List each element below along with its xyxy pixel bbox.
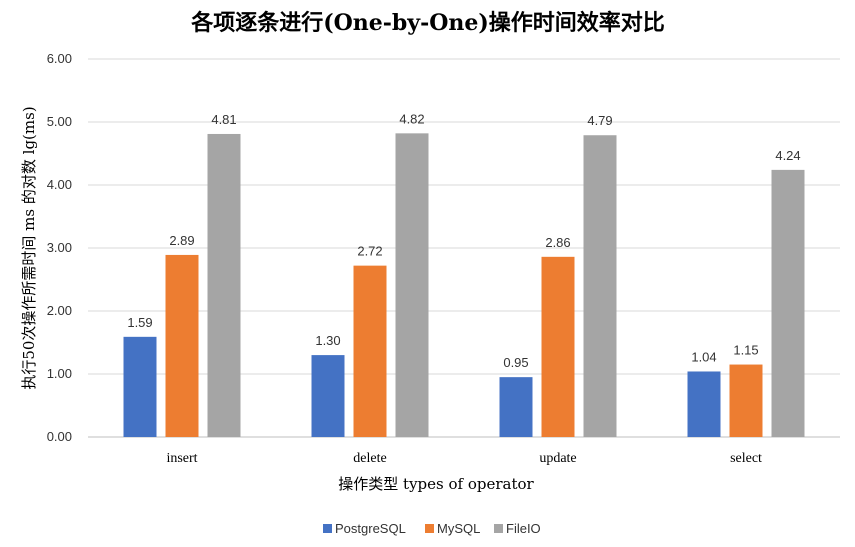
data-label: 4.82 (399, 111, 424, 126)
legend-label: PostgreSQL (335, 521, 406, 536)
data-label: 2.72 (357, 244, 382, 259)
data-label: 2.86 (545, 235, 570, 250)
legend-swatch-fileio (494, 524, 503, 533)
data-label: 1.04 (691, 349, 716, 364)
y-tick-label: 4.00 (47, 177, 72, 192)
bar-postgresql-insert (123, 336, 157, 437)
y-tick-label: 2.00 (47, 303, 72, 318)
legend-swatch-postgresql (323, 524, 332, 533)
legend: PostgreSQL MySQL FileIO (323, 521, 541, 536)
y-tick-labels: 0.00 1.00 2.00 3.00 4.00 5.00 6.00 (47, 51, 72, 444)
data-label: 4.81 (211, 112, 236, 127)
bar-mysql-select (729, 364, 763, 437)
legend-swatch-mysql (425, 524, 434, 533)
legend-label: FileIO (506, 521, 541, 536)
y-tick-label: 0.00 (47, 429, 72, 444)
bar-fileio-insert (207, 133, 241, 437)
bar-postgresql-update (499, 377, 533, 437)
bar-fileio-delete (395, 133, 429, 437)
y-tick-label: 1.00 (47, 366, 72, 381)
bar-postgresql-select (687, 371, 721, 437)
x-tick-labels: insert delete update select (166, 451, 762, 466)
y-tick-label: 3.00 (47, 240, 72, 255)
data-label: 1.15 (733, 343, 758, 358)
data-label: 4.24 (775, 148, 800, 163)
data-label: 1.30 (315, 333, 340, 348)
x-tick-label: insert (166, 451, 197, 466)
data-label: 1.59 (127, 315, 152, 330)
data-label: 0.95 (503, 355, 528, 370)
bar-mysql-insert (165, 254, 199, 437)
y-axis-title: 执行50次操作所需时间 ms 的对数 lg(ms) (20, 106, 38, 389)
bar-fileio-update (583, 135, 617, 438)
data-label: 2.89 (169, 233, 194, 248)
y-tick-label: 5.00 (47, 114, 72, 129)
x-axis-title: 操作类型 types of operator (338, 475, 534, 493)
bar-fileio-select (771, 169, 805, 437)
bar-postgresql-delete (311, 355, 345, 437)
data-labels: 1.59 2.89 4.81 1.30 2.72 4.82 0.95 2.86 4.79 1.04… (127, 111, 800, 370)
gridlines (88, 58, 840, 438)
x-tick-label: select (730, 451, 762, 466)
bars (123, 133, 805, 438)
x-tick-label: delete (353, 451, 386, 466)
bar-mysql-delete (353, 265, 387, 437)
y-tick-label: 6.00 (47, 51, 72, 66)
x-tick-label: update (539, 451, 576, 466)
legend-label: MySQL (437, 521, 480, 536)
data-label: 4.79 (587, 113, 612, 128)
bar-mysql-update (541, 256, 575, 437)
chart-title: 各项逐条进行(One-by-One)操作时间效率对比 (190, 10, 665, 36)
